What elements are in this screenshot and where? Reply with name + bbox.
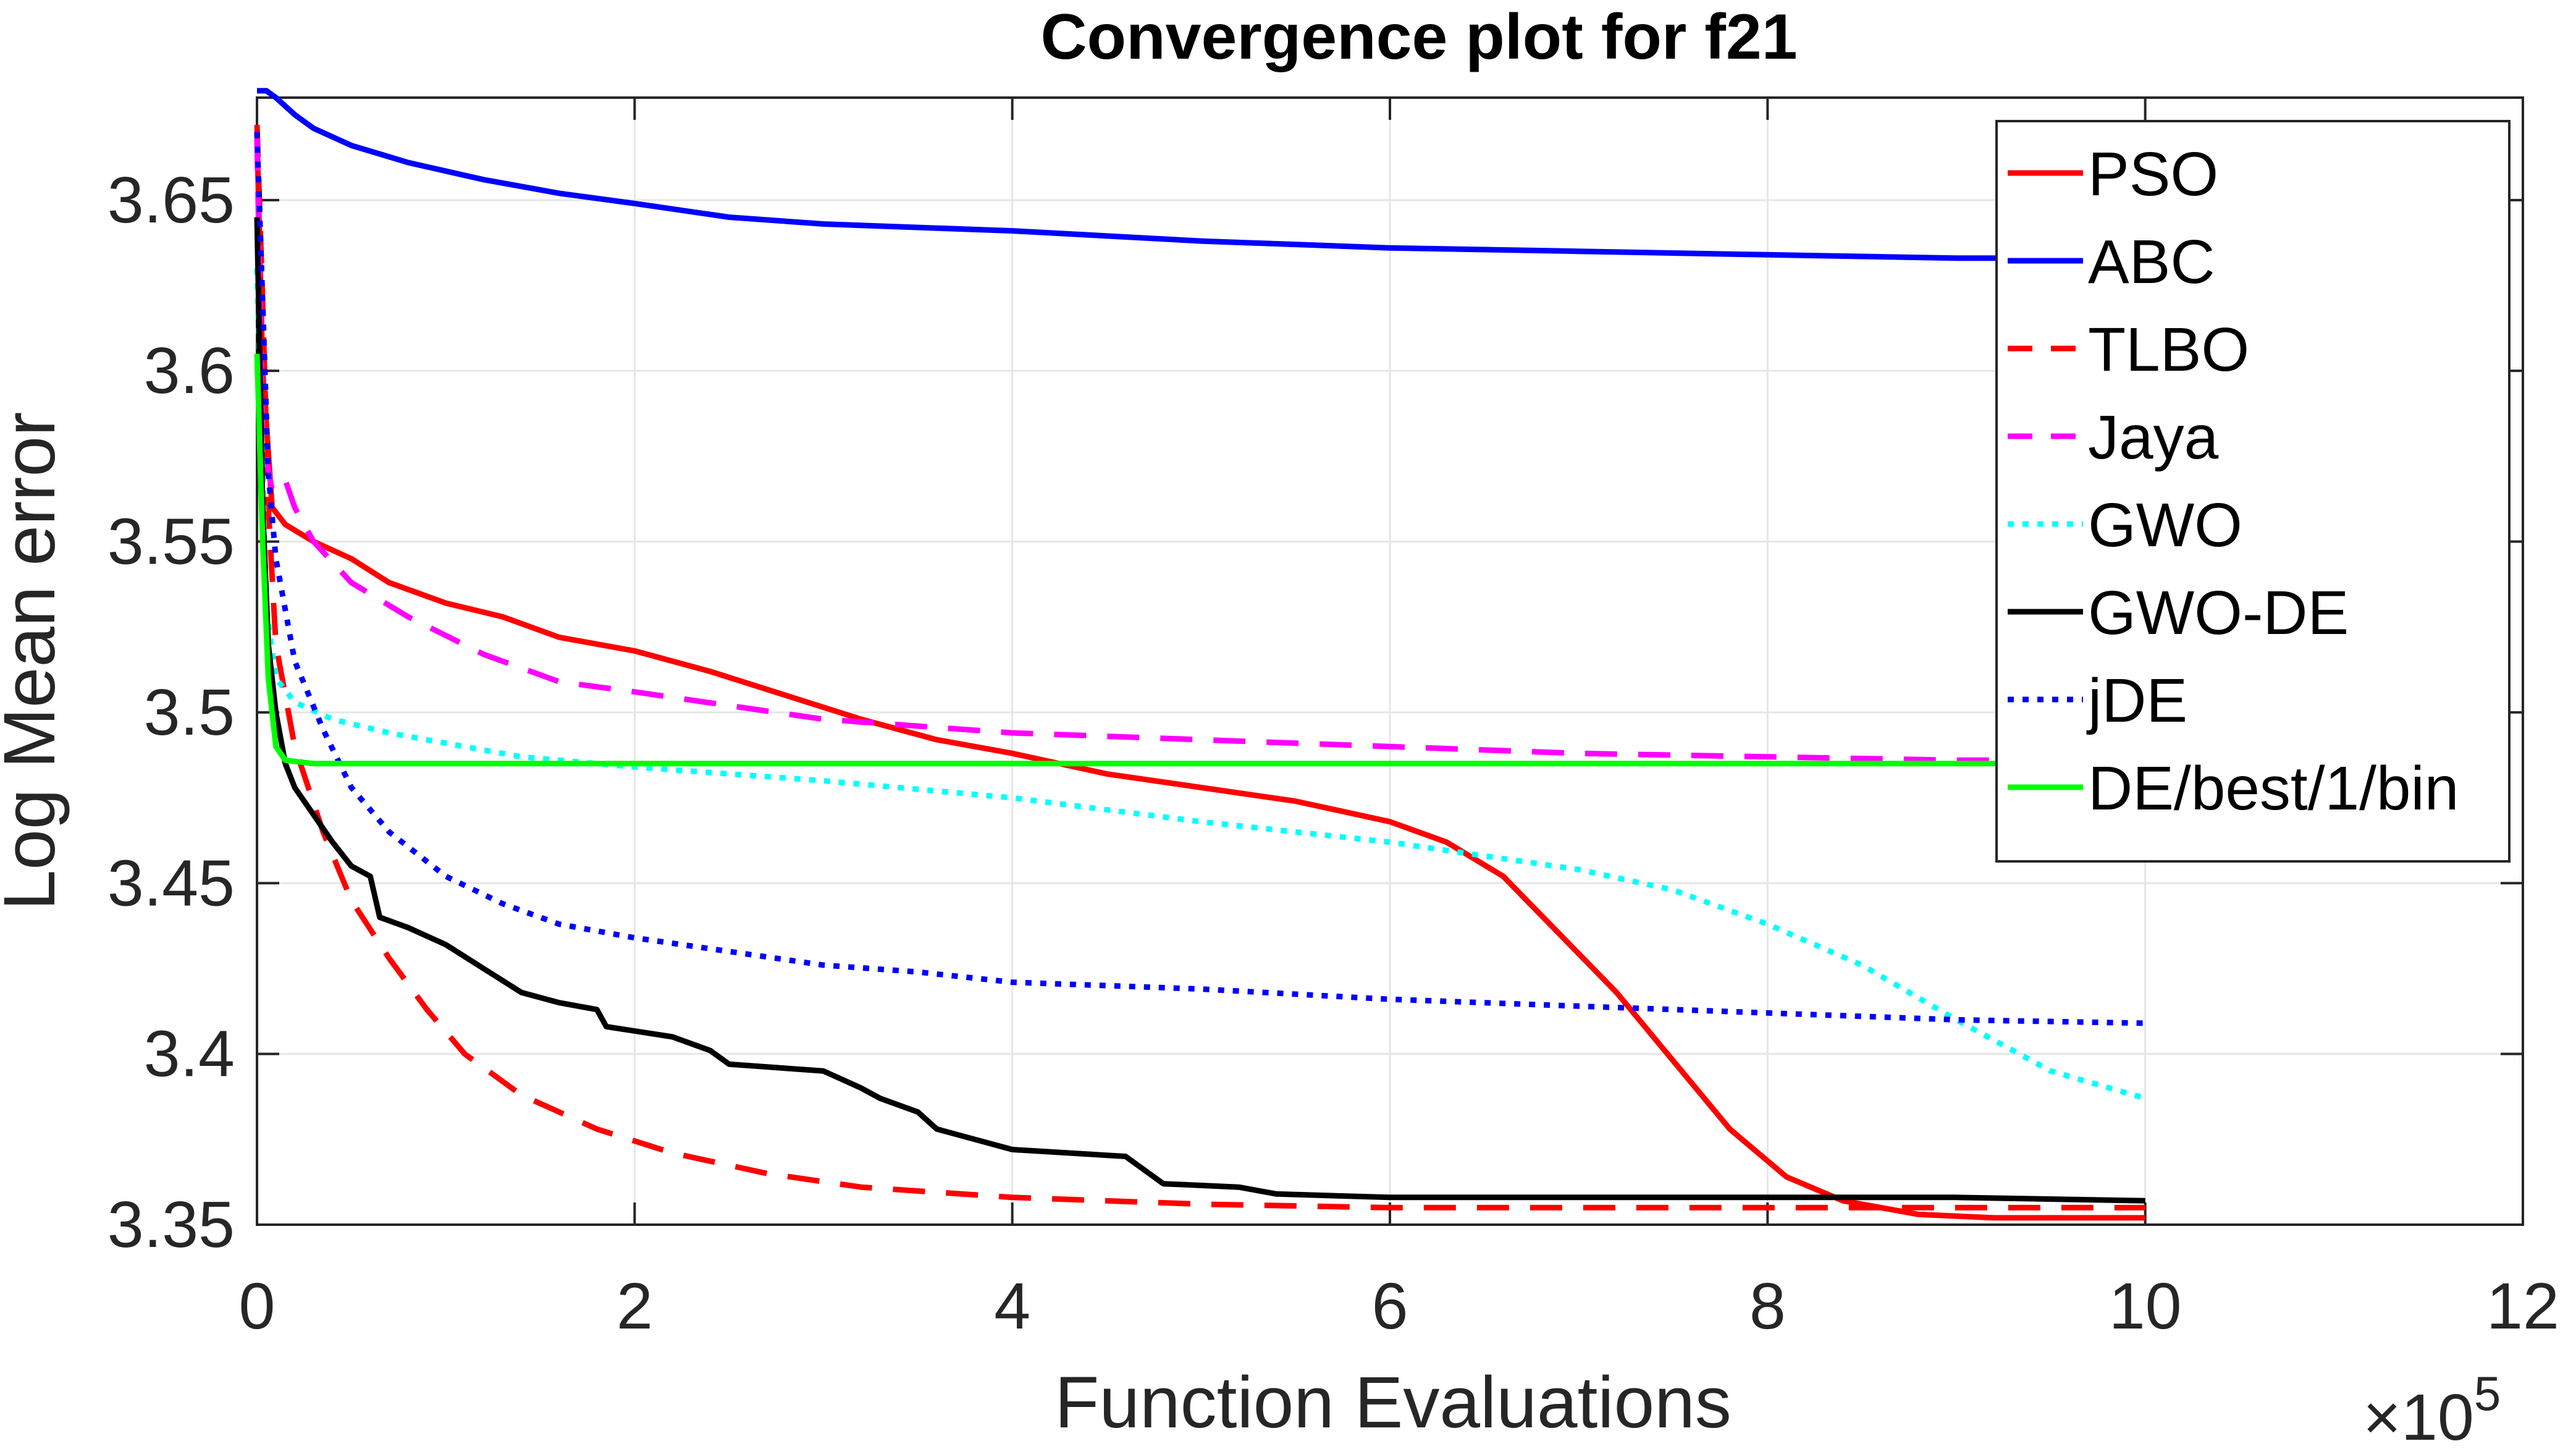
x-tick-label: 8 (1749, 1270, 1786, 1343)
x-tick-label: 6 (1372, 1270, 1408, 1343)
x-tick-label: 0 (239, 1270, 276, 1343)
series-line-abc (257, 88, 2145, 261)
legend-label: GWO-DE (2088, 578, 2349, 648)
series-line-tlbo (254, 125, 2145, 1210)
series-line-pso (254, 132, 2145, 1221)
legend: PSO ABC TLBO Jaya GWO GWO-DE jDE DE/best/1/bin (1995, 120, 2511, 863)
x-tick-label: 10 (2109, 1270, 2182, 1343)
y-tick-label: 3.6 (144, 334, 235, 407)
x-multiplier-exponent: 5 (2474, 1366, 2501, 1421)
x-tick-label: 12 (2486, 1270, 2559, 1343)
y-tick-label: 3.5 (144, 676, 235, 749)
legend-label: PSO (2088, 140, 2218, 209)
legend-label: GWO (2088, 491, 2242, 560)
legend-label: jDE (2086, 666, 2187, 735)
y-axis-label: Log Mean error (0, 412, 70, 911)
legend-label: Jaya (2088, 403, 2219, 472)
y-tick-label: 3.35 (107, 1188, 235, 1261)
legend-label: ABC (2088, 227, 2215, 297)
y-tick-label: 3.55 (107, 505, 235, 578)
x-tick-label: 2 (617, 1270, 653, 1343)
series-line-gwo-de (254, 217, 2145, 1204)
x-axis-label: Function Evaluations (1054, 1362, 1731, 1443)
series-line-gwo (254, 268, 2146, 1101)
legend-label: DE/best/1/bin (2088, 754, 2459, 823)
y-tick-label: 3.4 (144, 1018, 235, 1091)
chart-title: Convergence plot for f21 (1040, 1, 1797, 73)
series-line-jaya (254, 138, 2145, 763)
axis-ticks: 0 2 4 6 8 10 12 3.35 3.4 3.45 3.5 3.55 3.6 3.65 (107, 98, 2559, 1343)
x-multiplier-base: ×10 (2363, 1381, 2474, 1449)
x-tick-label: 4 (994, 1270, 1030, 1343)
series-line-jde (254, 132, 2145, 1026)
legend-box (1995, 120, 2511, 863)
y-tick-label: 3.65 (107, 164, 235, 237)
x-axis-multiplier: ×105 (2363, 1366, 2501, 1449)
series-line-de-best-1-bin (254, 353, 2145, 767)
data-series (254, 88, 2146, 1221)
y-tick-label: 3.45 (107, 847, 235, 919)
legend-label: TLBO (2088, 315, 2249, 384)
